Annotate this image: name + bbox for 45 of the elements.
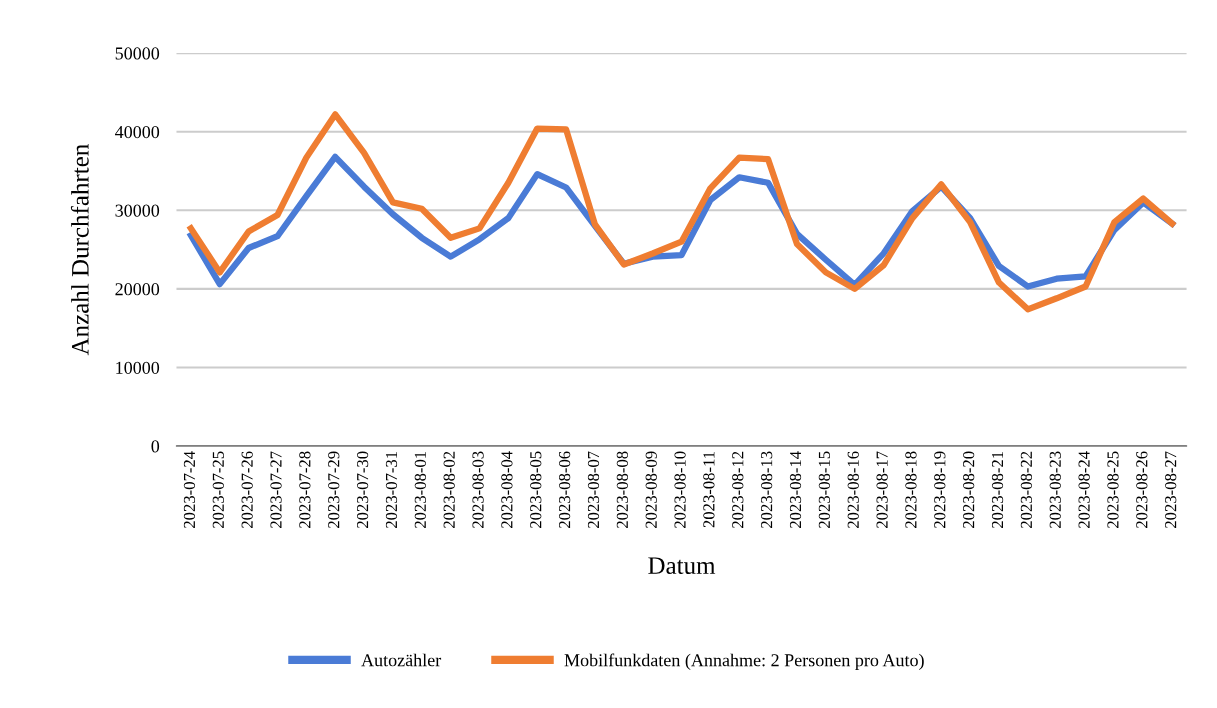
x-tick-label: 2023-08-20 [963, 451, 975, 528]
x-tick-label: 2023-08-07 [587, 451, 600, 528]
x-axis-title: Datum [648, 557, 716, 575]
y-tick-label: 20000 [115, 283, 160, 296]
x-tick-label: 2023-08-13 [761, 451, 773, 528]
x-tick-label: 2023-08-17 [876, 451, 888, 528]
x-tick-label: 2023-08-01 [414, 451, 426, 528]
x-tick-label: 2023-07-31 [385, 451, 398, 528]
y-tick-label: 40000 [115, 125, 160, 139]
x-tick-label: 2023-08-15 [818, 451, 830, 528]
legend-label: Autozähler [361, 653, 442, 667]
x-tick-label: 2023-07-25 [212, 451, 224, 528]
x-tick-label: 2023-07-26 [241, 451, 253, 528]
x-tick-label: 2023-08-24 [1078, 451, 1090, 528]
x-tick-label: 2023-08-27 [1165, 451, 1177, 528]
x-tick-label: 2023-08-22 [1020, 451, 1033, 528]
x-tick-label: 2023-08-10 [674, 451, 686, 528]
x-tick-label: 2023-07-28 [299, 451, 311, 528]
x-tick-label: 2023-08-19 [934, 451, 946, 528]
legend-label: Mobilfunkdaten (Annahme: 2 Personen pro Auto) [564, 653, 924, 671]
x-tick-label: 2023-08-05 [530, 451, 542, 528]
x-tick-label: 2023-07-27 [270, 451, 282, 528]
x-tick-label: 2023-08-11 [703, 451, 715, 528]
y-axis-title: Anzahl Durchfahrten [70, 144, 89, 356]
y-tick-label: 0 [151, 440, 160, 453]
x-tick-label: 2023-07-29 [328, 451, 340, 528]
x-tick-label: 2023-08-21 [991, 451, 1004, 528]
x-tick-label: 2023-08-26 [1136, 451, 1148, 528]
x-tick-label: 2023-08-14 [789, 451, 802, 528]
x-tick-label: 2023-08-02 [443, 451, 455, 528]
x-tick-label: 2023-07-30 [356, 451, 369, 528]
x-tick-label: 2023-07-24 [183, 451, 196, 528]
x-tick-label: 2023-08-04 [501, 451, 513, 528]
x-tick-label: 2023-08-03 [472, 451, 484, 528]
x-tick-label: 2023-08-06 [559, 451, 571, 528]
x-tick-label: 2023-08-16 [847, 451, 859, 528]
x-tick-label: 2023-08-08 [616, 451, 628, 528]
x-tick-label: 2023-08-12 [732, 451, 744, 528]
x-tick-label: 2023-08-25 [1107, 451, 1119, 528]
x-tick-label: 2023-08-23 [1049, 451, 1061, 528]
x-tick-label: 2023-08-09 [645, 451, 657, 528]
y-tick-label: 30000 [115, 204, 160, 217]
x-tick-label: 2023-08-18 [905, 451, 917, 528]
y-tick-label: 50000 [115, 47, 160, 60]
y-tick-label: 10000 [116, 361, 160, 374]
